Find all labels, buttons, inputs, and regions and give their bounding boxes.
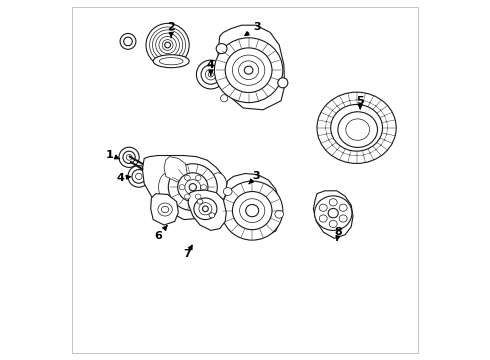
- Ellipse shape: [165, 42, 171, 48]
- Ellipse shape: [278, 78, 288, 88]
- Ellipse shape: [215, 38, 283, 103]
- Ellipse shape: [239, 61, 259, 80]
- Ellipse shape: [199, 203, 212, 215]
- Ellipse shape: [220, 95, 228, 102]
- Ellipse shape: [185, 194, 190, 199]
- Polygon shape: [218, 25, 285, 110]
- Ellipse shape: [128, 166, 149, 187]
- Ellipse shape: [189, 184, 196, 191]
- Ellipse shape: [169, 164, 217, 211]
- Ellipse shape: [339, 204, 347, 211]
- Ellipse shape: [197, 199, 203, 204]
- Ellipse shape: [201, 65, 220, 84]
- Text: 3: 3: [249, 171, 260, 184]
- Ellipse shape: [245, 66, 253, 74]
- Polygon shape: [188, 190, 226, 230]
- Ellipse shape: [346, 119, 369, 140]
- Text: 2: 2: [167, 22, 175, 37]
- Ellipse shape: [159, 58, 183, 65]
- Ellipse shape: [329, 220, 337, 228]
- Ellipse shape: [202, 206, 208, 212]
- Ellipse shape: [205, 69, 216, 80]
- Text: 3: 3: [245, 22, 261, 36]
- Ellipse shape: [317, 92, 396, 163]
- Ellipse shape: [225, 48, 272, 93]
- Ellipse shape: [159, 173, 176, 202]
- Ellipse shape: [194, 198, 217, 220]
- Ellipse shape: [179, 185, 185, 190]
- Ellipse shape: [132, 170, 146, 183]
- Ellipse shape: [319, 204, 327, 211]
- Ellipse shape: [315, 196, 352, 230]
- Text: 6: 6: [155, 226, 167, 241]
- Ellipse shape: [158, 203, 172, 216]
- Ellipse shape: [275, 210, 284, 218]
- Text: 8: 8: [335, 227, 343, 240]
- Ellipse shape: [119, 147, 139, 167]
- Ellipse shape: [126, 154, 132, 160]
- Ellipse shape: [339, 215, 347, 222]
- Ellipse shape: [216, 44, 227, 54]
- Polygon shape: [164, 157, 187, 182]
- Ellipse shape: [209, 213, 215, 218]
- Ellipse shape: [221, 181, 283, 240]
- Ellipse shape: [196, 175, 201, 180]
- Ellipse shape: [162, 206, 169, 213]
- Ellipse shape: [232, 55, 265, 85]
- Ellipse shape: [185, 175, 190, 180]
- Ellipse shape: [153, 55, 189, 68]
- Ellipse shape: [146, 23, 189, 67]
- Text: 5: 5: [356, 96, 364, 109]
- Text: 7: 7: [184, 245, 192, 259]
- Text: 4: 4: [117, 173, 130, 183]
- Ellipse shape: [178, 173, 208, 202]
- Ellipse shape: [123, 37, 132, 46]
- Ellipse shape: [232, 192, 272, 230]
- Polygon shape: [151, 194, 178, 225]
- Ellipse shape: [338, 112, 377, 148]
- Ellipse shape: [319, 215, 327, 222]
- Polygon shape: [225, 174, 281, 237]
- Ellipse shape: [196, 60, 225, 89]
- Ellipse shape: [331, 104, 383, 151]
- Ellipse shape: [328, 208, 338, 218]
- Ellipse shape: [208, 72, 213, 77]
- Ellipse shape: [329, 199, 337, 206]
- Ellipse shape: [245, 204, 259, 217]
- Ellipse shape: [123, 151, 135, 163]
- Ellipse shape: [209, 173, 227, 202]
- Ellipse shape: [136, 173, 142, 180]
- Ellipse shape: [120, 33, 136, 49]
- Text: 4: 4: [207, 60, 215, 75]
- Ellipse shape: [223, 188, 232, 195]
- Ellipse shape: [185, 180, 201, 195]
- Ellipse shape: [240, 199, 265, 222]
- Polygon shape: [143, 156, 227, 220]
- Ellipse shape: [201, 185, 206, 190]
- Ellipse shape: [196, 194, 201, 199]
- Polygon shape: [314, 191, 353, 238]
- Text: 1: 1: [106, 150, 120, 160]
